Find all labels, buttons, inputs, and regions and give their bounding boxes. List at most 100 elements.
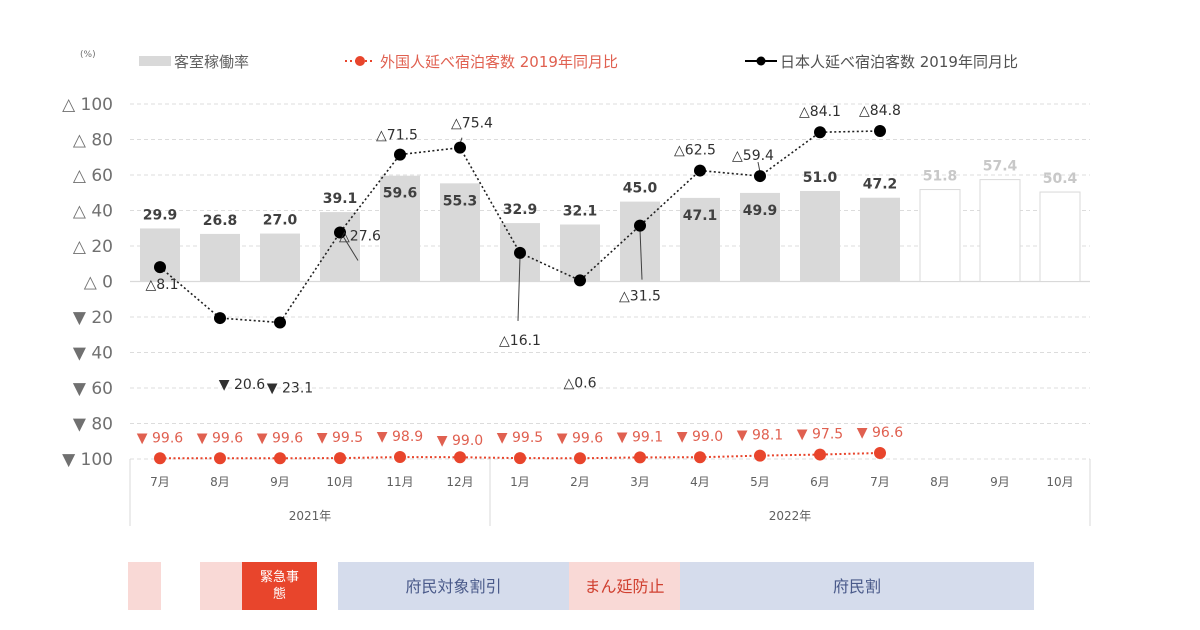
bar-value-label: 39.1 (323, 191, 358, 207)
japanese-point (394, 148, 406, 161)
foreign-point (814, 448, 826, 461)
bar (560, 224, 600, 282)
japanese-value-label: △0.6 (563, 375, 596, 391)
y-tick-label: ▼ 100 (62, 450, 113, 470)
y-tick-label: ▼ 40 (73, 344, 113, 364)
bar-value-label: 57.4 (983, 159, 1018, 175)
legend-swatch-occupancy (139, 56, 171, 66)
japanese-value-label: △27.6 (339, 229, 381, 245)
x-tick-label: 9月 (270, 475, 290, 489)
japanese-point (694, 164, 706, 177)
legend-label-japanese: 日本人延べ宿泊客数 2019年同月比 (780, 53, 1018, 71)
data-labels: 29.9 26.8 27.0 39.1 59.6 55.3 32.9 32.1 45.0 47.1… (137, 103, 1078, 449)
japanese-value-label: △31.5 (619, 289, 661, 305)
japanese-point (574, 274, 586, 287)
period-band-label: 緊急事 (260, 570, 299, 585)
period-band-label: 府民対象割引 (405, 577, 501, 596)
x-tick-label: 12月 (446, 475, 473, 489)
x-tick-label: 10月 (1046, 475, 1073, 489)
japanese-point (874, 124, 886, 137)
foreign-value-label: ▼ 99.1 (617, 429, 663, 445)
foreign-point (274, 452, 286, 465)
legend-marker-japanese (756, 56, 766, 66)
x-axis: 7月 8月 9月 10月 11月 12月 1月 2月 3月 4月 5月 6月 7月 8月 9月 10月 2021… (129, 459, 1091, 526)
bar-value-label: 50.4 (1043, 171, 1078, 187)
bar (260, 233, 300, 282)
x-tick-label: 6月 (810, 475, 830, 489)
leader-line (639, 229, 643, 280)
y-tick-label: △ 0 (84, 273, 113, 293)
period-band (569, 562, 680, 610)
period-band (200, 562, 242, 610)
japanese-point (634, 219, 646, 232)
foreign-value-label: ▼ 99.6 (137, 430, 183, 446)
bar-value-label: 47.2 (863, 177, 898, 193)
japanese-value-label: △71.5 (376, 128, 418, 144)
x-tick-label: 11月 (386, 475, 413, 489)
legend-marker-foreign (355, 56, 365, 66)
period-band-label: 府民割 (833, 577, 881, 596)
bar-value-label: 51.0 (803, 170, 838, 186)
foreign-value-label: ▼ 99.6 (197, 430, 243, 446)
bar (200, 233, 240, 282)
foreign-point (754, 449, 766, 462)
leader-line (517, 256, 521, 321)
leader-line (341, 234, 359, 261)
foreign-point (454, 451, 466, 464)
foreign-value-label: ▼ 98.1 (737, 428, 783, 444)
japanese-point (454, 141, 466, 154)
x-tick-label: 8月 (930, 475, 950, 489)
period-band-label: 態 (273, 586, 286, 602)
y-tick-label: ▼ 20 (73, 308, 113, 328)
japanese-point (814, 126, 826, 139)
foreign-value-label: ▼ 96.6 (857, 425, 903, 441)
bar-value-label: 26.8 (203, 213, 238, 229)
bar-series (140, 175, 1081, 283)
bar-forecast (979, 179, 1021, 283)
bar (380, 175, 420, 282)
bar-value-label: 32.9 (503, 202, 538, 218)
foreign-value-label: ▼ 97.5 (797, 427, 843, 443)
japanese-value-label: △62.5 (674, 143, 716, 159)
x-tick-label: 7月 (150, 475, 170, 489)
y-tick-label: ▼ 60 (73, 379, 113, 399)
y-tick-label: △ 100 (62, 95, 113, 115)
bar (440, 183, 480, 282)
bar-value-label: 32.1 (563, 204, 598, 220)
x-tick-label: 7月 (870, 475, 890, 489)
japanese-value-label: △75.4 (451, 116, 493, 132)
japanese-point (274, 316, 286, 329)
bar (140, 228, 180, 282)
x-tick-label: 1月 (510, 475, 530, 489)
japanese-point (754, 170, 766, 183)
japanese-point (154, 261, 166, 274)
bar-value-label: 51.8 (923, 169, 958, 185)
legend-label-occupancy: 客室稼働率 (174, 53, 249, 71)
line-series (154, 124, 886, 465)
bar-value-label: 47.1 (683, 208, 718, 224)
foreign-point (694, 451, 706, 464)
japanese-value-label: △16.1 (499, 333, 541, 349)
x-tick-label: 5月 (750, 475, 770, 489)
x-tick-label: 9月 (990, 475, 1010, 489)
foreign-point (514, 452, 526, 465)
bar (800, 190, 840, 282)
bar-value-label: 49.9 (743, 203, 778, 219)
foreign-point (334, 452, 346, 465)
japanese-value-label: △59.4 (732, 148, 774, 164)
japanese-point (334, 226, 346, 239)
x-tick-label: 3月 (630, 475, 650, 489)
foreign-point (154, 452, 166, 465)
y-tick-label: △ 80 (73, 131, 113, 151)
x-tick-label: 2月 (570, 475, 590, 489)
bar-forecast (1039, 191, 1081, 282)
foreign-point (634, 451, 646, 464)
bar-forecast (919, 189, 961, 282)
bar (320, 212, 360, 282)
x-tick-label: 10月 (326, 475, 353, 489)
x-tick-label: 8月 (210, 475, 230, 489)
unit-label: (%) (80, 50, 96, 60)
period-band-label: まん延防止 (584, 577, 664, 596)
foreign-point (574, 452, 586, 465)
bar (680, 197, 720, 282)
